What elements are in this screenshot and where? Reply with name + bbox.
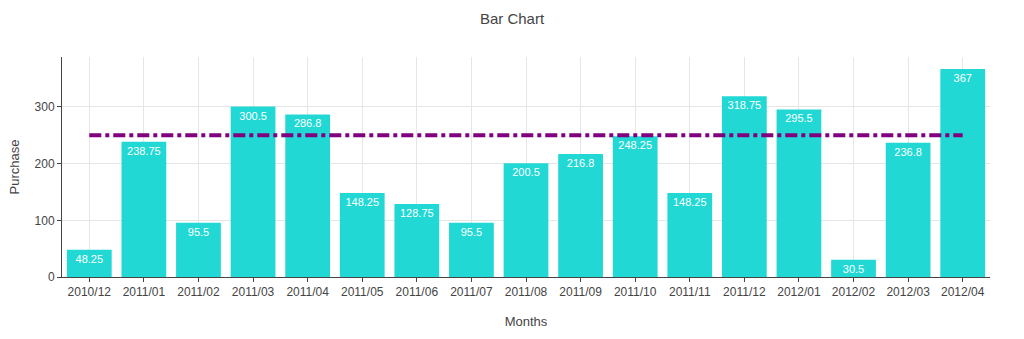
svg-text:2011/12: 2011/12: [723, 285, 766, 299]
svg-text:2011/11: 2011/11: [669, 285, 711, 299]
svg-text:Purchase: Purchase: [7, 140, 22, 195]
svg-text:2011/06: 2011/06: [396, 285, 439, 299]
svg-text:2012/04: 2012/04: [941, 285, 985, 299]
svg-text:0: 0: [48, 270, 55, 284]
svg-text:128.75: 128.75: [400, 207, 434, 219]
svg-text:30.5: 30.5: [843, 263, 864, 275]
svg-text:2011/10: 2011/10: [614, 285, 657, 299]
svg-text:2010/12: 2010/12: [68, 285, 112, 299]
svg-text:216.8: 216.8: [567, 157, 595, 169]
svg-text:2011/03: 2011/03: [232, 285, 275, 299]
svg-text:300: 300: [35, 100, 55, 114]
svg-text:100: 100: [35, 214, 55, 228]
svg-text:148.25: 148.25: [673, 196, 707, 208]
svg-text:200: 200: [35, 157, 55, 171]
svg-text:2011/02: 2011/02: [177, 285, 220, 299]
svg-text:318.75: 318.75: [728, 99, 762, 111]
svg-text:2012/01: 2012/01: [777, 285, 821, 299]
svg-text:2011/08: 2011/08: [505, 285, 548, 299]
svg-text:2011/01: 2011/01: [123, 285, 166, 299]
svg-text:2011/04: 2011/04: [286, 285, 329, 299]
svg-text:248.25: 248.25: [618, 139, 652, 151]
svg-text:367: 367: [954, 72, 972, 84]
svg-text:95.5: 95.5: [461, 226, 482, 238]
svg-text:95.5: 95.5: [188, 226, 209, 238]
svg-text:2011/07: 2011/07: [450, 285, 493, 299]
svg-text:48.25: 48.25: [76, 253, 104, 265]
svg-text:200.5: 200.5: [512, 166, 540, 178]
svg-text:2011/09: 2011/09: [559, 285, 602, 299]
svg-text:2012/03: 2012/03: [886, 285, 930, 299]
svg-text:148.25: 148.25: [345, 196, 379, 208]
svg-text:Bar Chart: Bar Chart: [480, 10, 545, 27]
svg-text:286.8: 286.8: [294, 117, 322, 129]
svg-text:236.8: 236.8: [894, 146, 922, 158]
svg-text:Months: Months: [505, 314, 548, 329]
svg-text:295.5: 295.5: [785, 112, 813, 124]
svg-text:2012/02: 2012/02: [832, 285, 876, 299]
svg-text:300.5: 300.5: [239, 110, 267, 122]
svg-text:2011/05: 2011/05: [341, 285, 384, 299]
svg-text:238.75: 238.75: [127, 145, 161, 157]
